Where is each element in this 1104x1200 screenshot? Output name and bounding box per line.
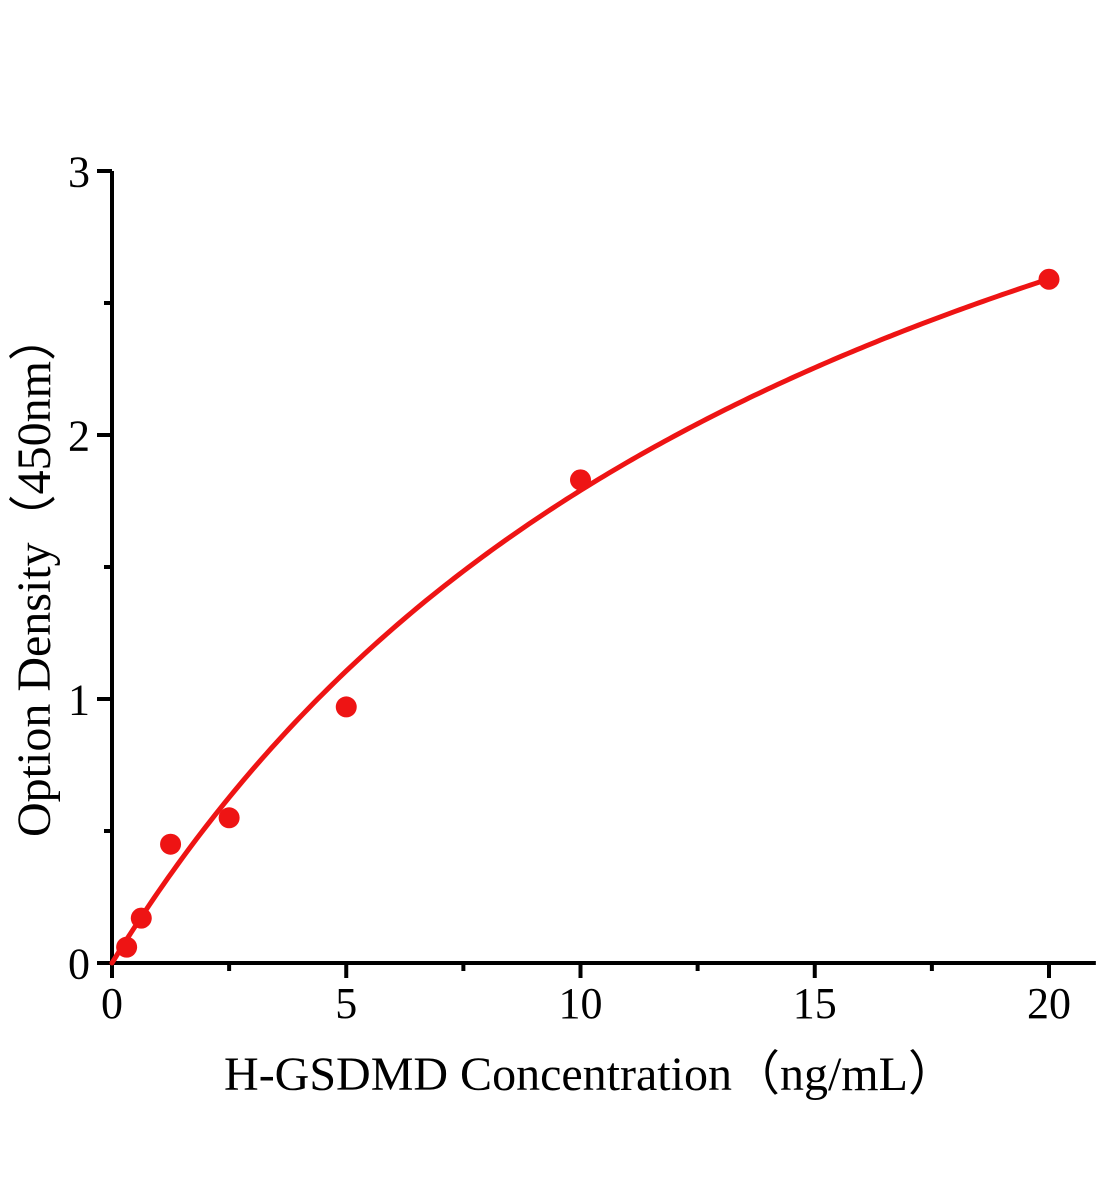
x-axis-title: H-GSDMD Concentration（ng/mL）: [224, 1048, 956, 1101]
x-tick-label: 10: [559, 979, 603, 1028]
data-point: [116, 936, 138, 958]
axes-layer: [110, 171, 1096, 965]
y-tick-label: 3: [68, 147, 90, 196]
curve-layer: [109, 276, 1052, 966]
data-point: [218, 807, 240, 829]
ticks-layer: [97, 169, 1051, 978]
y-axis-title: Option Density（450nm）: [8, 313, 61, 837]
tick-labels-layer: 0 5 10 15 20 0 1 2 3: [68, 147, 1071, 1028]
y-tick-label: 1: [68, 675, 90, 724]
data-point: [160, 833, 182, 855]
x-tick-label: 20: [1027, 979, 1071, 1028]
data-point: [335, 696, 357, 718]
data-point: [130, 907, 152, 929]
x-tick-label: 5: [335, 979, 357, 1028]
y-tick-label: 0: [68, 939, 90, 988]
x-tick-label: 15: [793, 979, 837, 1028]
points-layer: [116, 268, 1060, 958]
data-point: [1038, 268, 1060, 290]
x-tick-label: 0: [101, 979, 123, 1028]
data-point: [570, 469, 591, 491]
y-tick-label: 2: [68, 411, 90, 460]
fit-curve-path: [109, 276, 1052, 966]
